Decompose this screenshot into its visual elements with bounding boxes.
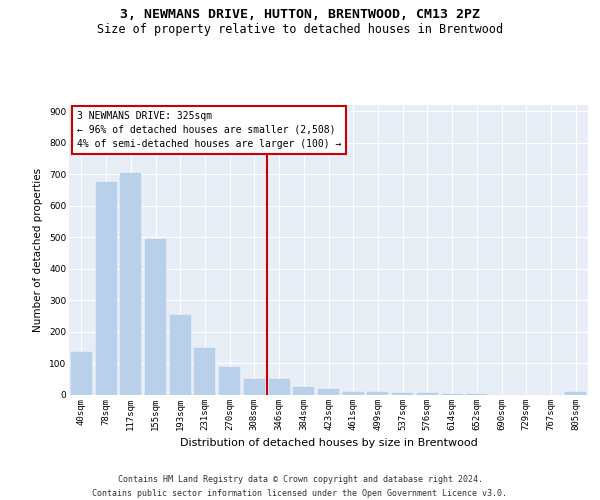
Bar bbox=[318, 390, 339, 395]
Bar bbox=[71, 352, 92, 395]
Bar bbox=[565, 392, 586, 395]
Bar bbox=[343, 392, 364, 395]
Bar bbox=[367, 392, 388, 395]
X-axis label: Distribution of detached houses by size in Brentwood: Distribution of detached houses by size … bbox=[179, 438, 478, 448]
Text: Contains HM Land Registry data © Crown copyright and database right 2024.
Contai: Contains HM Land Registry data © Crown c… bbox=[92, 476, 508, 498]
Text: 3, NEWMANS DRIVE, HUTTON, BRENTWOOD, CM13 2PZ: 3, NEWMANS DRIVE, HUTTON, BRENTWOOD, CM1… bbox=[120, 8, 480, 20]
Bar bbox=[95, 182, 116, 395]
Bar bbox=[466, 394, 487, 395]
Bar bbox=[442, 394, 463, 395]
Bar bbox=[145, 239, 166, 395]
Bar bbox=[417, 394, 438, 395]
Text: 3 NEWMANS DRIVE: 325sqm
← 96% of detached houses are smaller (2,508)
4% of semi-: 3 NEWMANS DRIVE: 325sqm ← 96% of detache… bbox=[77, 111, 341, 149]
Y-axis label: Number of detached properties: Number of detached properties bbox=[34, 168, 43, 332]
Bar bbox=[120, 173, 141, 395]
Bar bbox=[219, 366, 240, 395]
Text: Size of property relative to detached houses in Brentwood: Size of property relative to detached ho… bbox=[97, 22, 503, 36]
Bar bbox=[244, 378, 265, 395]
Bar bbox=[293, 387, 314, 395]
Bar bbox=[170, 316, 191, 395]
Bar bbox=[269, 378, 290, 395]
Bar bbox=[392, 393, 413, 395]
Bar bbox=[194, 348, 215, 395]
